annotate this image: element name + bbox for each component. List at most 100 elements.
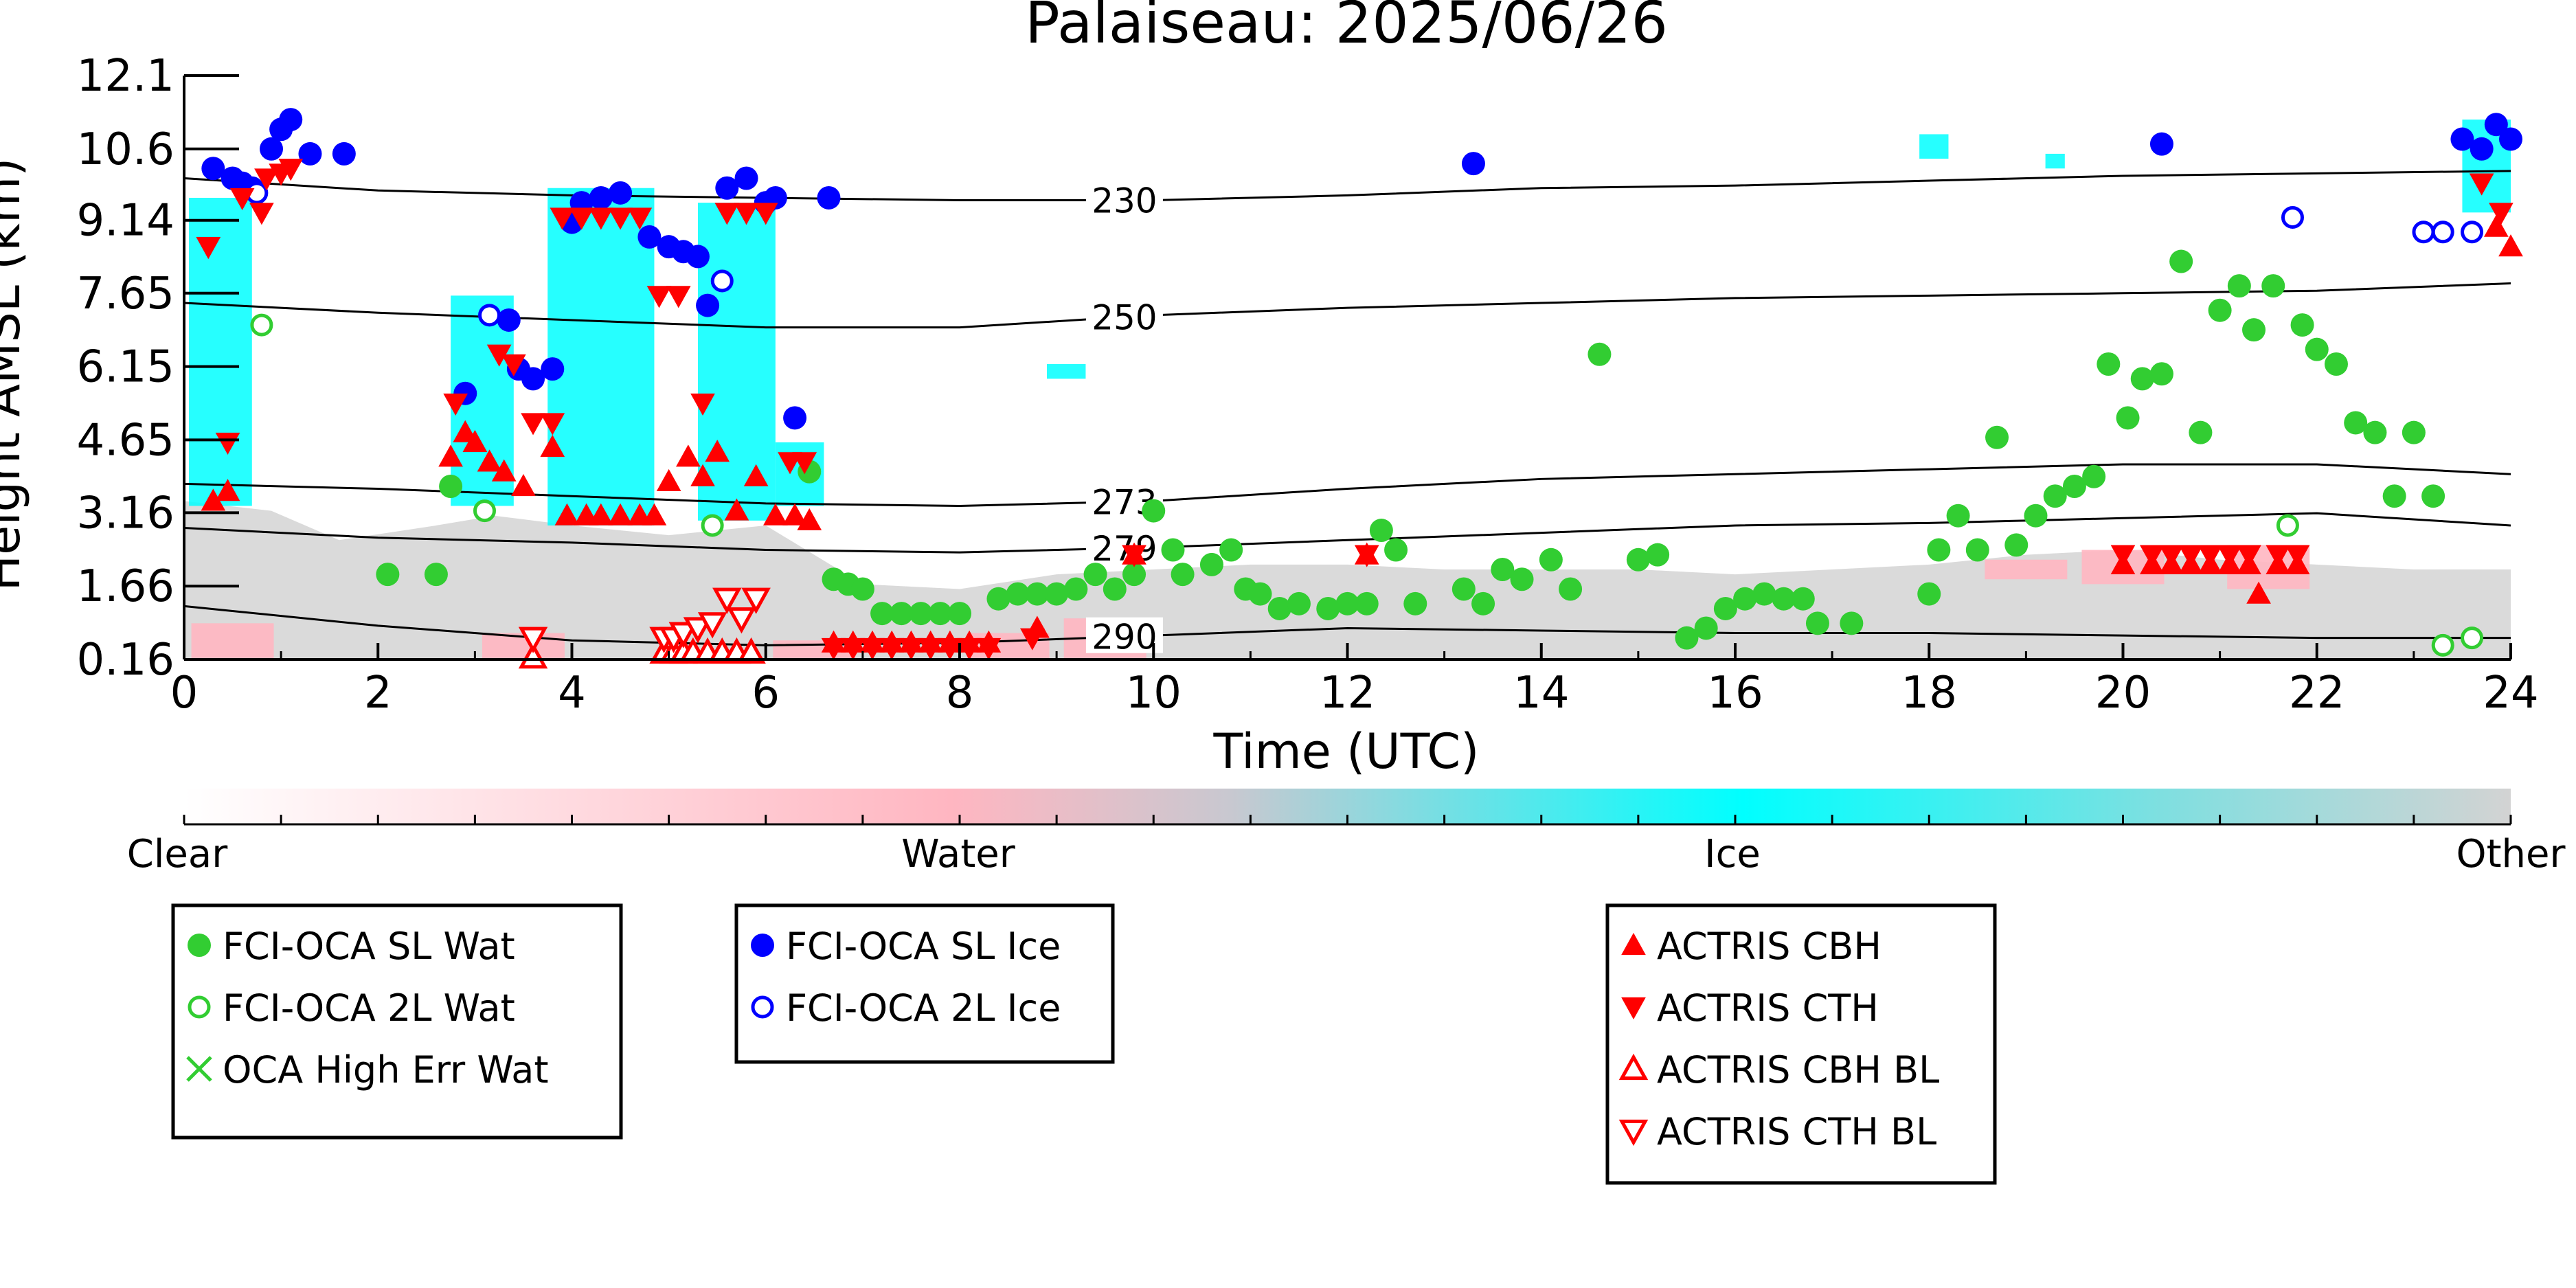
data-point (1510, 567, 1534, 591)
data-point (2382, 484, 2406, 508)
ice-phase-region (2045, 153, 2065, 169)
data-point (724, 498, 749, 521)
data-point (462, 429, 488, 453)
data-point (792, 452, 817, 475)
data-point (2421, 484, 2445, 508)
data-point (986, 587, 1010, 611)
legend-box-2: FCI-OCA SL Ice FCI-OCA 2L Ice (734, 903, 1115, 1064)
data-point (2237, 545, 2261, 567)
isotherm-label-bg (1085, 617, 1163, 653)
legend-entry: FCI-OCA 2L Wat (188, 986, 515, 1030)
data-point (1384, 538, 1408, 562)
data-point (1805, 611, 1829, 635)
data-point (701, 514, 724, 537)
data-point (2402, 420, 2426, 444)
data-point (2178, 545, 2204, 567)
data-point (2149, 132, 2173, 156)
data-point (501, 354, 526, 377)
data-point (1694, 616, 1718, 640)
data-point (438, 444, 463, 467)
data-point (753, 203, 778, 225)
data-point (879, 637, 905, 660)
x-tick-label: 22 (2289, 668, 2345, 719)
data-point (2285, 545, 2310, 567)
y-tick-label: 9.14 (77, 196, 175, 247)
data-point (332, 142, 356, 166)
x-tick-label: 12 (1320, 668, 1375, 719)
data-point (2246, 581, 2271, 604)
data-point (697, 612, 727, 639)
data-point (554, 503, 580, 526)
ice-phase-region (1047, 364, 1086, 379)
legend-label: FCI-OCA 2L Ice (786, 986, 1061, 1030)
data-point (1471, 591, 1495, 615)
y-tick-label: 0.16 (77, 635, 175, 686)
data-point (2469, 173, 2494, 196)
legend-marker (1621, 932, 1646, 956)
data-point (1248, 582, 1272, 606)
isotherm-label-250: 250 (1092, 297, 1157, 337)
x-tick-label: 0 (170, 668, 199, 719)
data-point (215, 479, 240, 501)
data-point (668, 622, 699, 648)
data-point (2431, 221, 2454, 244)
legend-box-3: ACTRIS CBH ACTRIS CTH ACTRIS CBH BL ACTRIS … (1605, 903, 1997, 1185)
data-point (714, 203, 740, 225)
data-point (491, 459, 517, 482)
legend-marker (751, 934, 774, 957)
data-point (686, 245, 710, 269)
data-point (1171, 563, 1195, 587)
data-point (1772, 587, 1796, 611)
data-point (215, 432, 240, 455)
isotherm-290 (184, 605, 2511, 646)
legend: FCI-OCA SL Wat FCI-OCA 2L Wat OCA High Err… (171, 903, 1997, 1185)
data-point (734, 166, 758, 190)
data-point (2498, 234, 2523, 257)
data-point (2130, 367, 2154, 391)
data-point (1626, 547, 1650, 572)
colorbar-label-other: Other (2456, 832, 2566, 877)
data-point (1019, 628, 1045, 651)
data-point (453, 420, 478, 442)
y-ticks: 0.16 1.66 3.16 4.65 6.15 7.65 9.14 10.6 12.1 (77, 51, 239, 686)
data-point (734, 203, 759, 225)
data-point (2484, 113, 2508, 137)
y-tick-label: 4.65 (77, 415, 175, 466)
ice-phase-region (547, 188, 655, 526)
legend-label: ACTRIS CTH BL (1657, 1110, 1936, 1153)
data-point (473, 499, 496, 523)
data-point (976, 637, 1002, 660)
y-tick-label: 10.6 (77, 124, 175, 175)
legend-entry: ACTRIS CBH BL (1618, 1048, 1939, 1092)
data-point (2363, 420, 2387, 444)
x-tick-label: 16 (1707, 668, 1763, 719)
ice-phase-region (697, 203, 776, 521)
legend-entry: FCI-OCA 2L Ice (751, 986, 1061, 1030)
x-tick-label: 14 (1513, 668, 1569, 719)
legend-marker (751, 995, 774, 1019)
data-point (2470, 137, 2494, 161)
data-point (2261, 274, 2285, 298)
legend-label: ACTRIS CTH (1657, 986, 1879, 1030)
data-point (736, 637, 766, 664)
data-point (541, 357, 565, 381)
data-point (1219, 538, 1243, 562)
data-point (2281, 205, 2304, 229)
data-point (249, 203, 274, 225)
data-point (2110, 545, 2136, 567)
data-point (1752, 582, 1776, 606)
series-fci-oca-2l-ice (245, 181, 2484, 327)
isotherm-label-bg (1085, 181, 1163, 217)
legend-marker (188, 995, 211, 1019)
data-point (712, 587, 742, 614)
data-point (1267, 596, 1291, 620)
other-phase-region (184, 501, 2511, 659)
data-point (727, 607, 756, 634)
data-point (1354, 545, 1379, 567)
data-point (2450, 127, 2474, 151)
legend-entry: OCA High Err Wat (186, 1048, 549, 1092)
data-point (715, 176, 739, 200)
x-tick-label: 24 (2483, 668, 2538, 719)
data-point (1199, 552, 1223, 576)
data-point (250, 313, 273, 337)
